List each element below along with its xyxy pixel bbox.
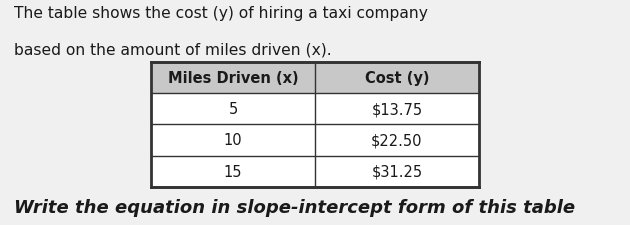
Bar xyxy=(151,63,479,94)
Text: 15: 15 xyxy=(224,164,243,179)
Text: $31.25: $31.25 xyxy=(371,164,423,179)
Text: $22.50: $22.50 xyxy=(371,133,423,148)
Text: Cost (y): Cost (y) xyxy=(365,71,429,86)
Text: $13.75: $13.75 xyxy=(371,102,423,117)
Text: Miles Driven (x): Miles Driven (x) xyxy=(168,71,299,86)
Text: The table shows the cost (y) of hiring a taxi company: The table shows the cost (y) of hiring a… xyxy=(14,6,428,20)
Text: based on the amount of miles driven (x).: based on the amount of miles driven (x). xyxy=(14,43,331,58)
Text: 10: 10 xyxy=(224,133,243,148)
Text: 5: 5 xyxy=(229,102,238,117)
Text: Write the equation in slope-intercept form of this table: Write the equation in slope-intercept fo… xyxy=(14,198,575,216)
Bar xyxy=(151,63,479,187)
